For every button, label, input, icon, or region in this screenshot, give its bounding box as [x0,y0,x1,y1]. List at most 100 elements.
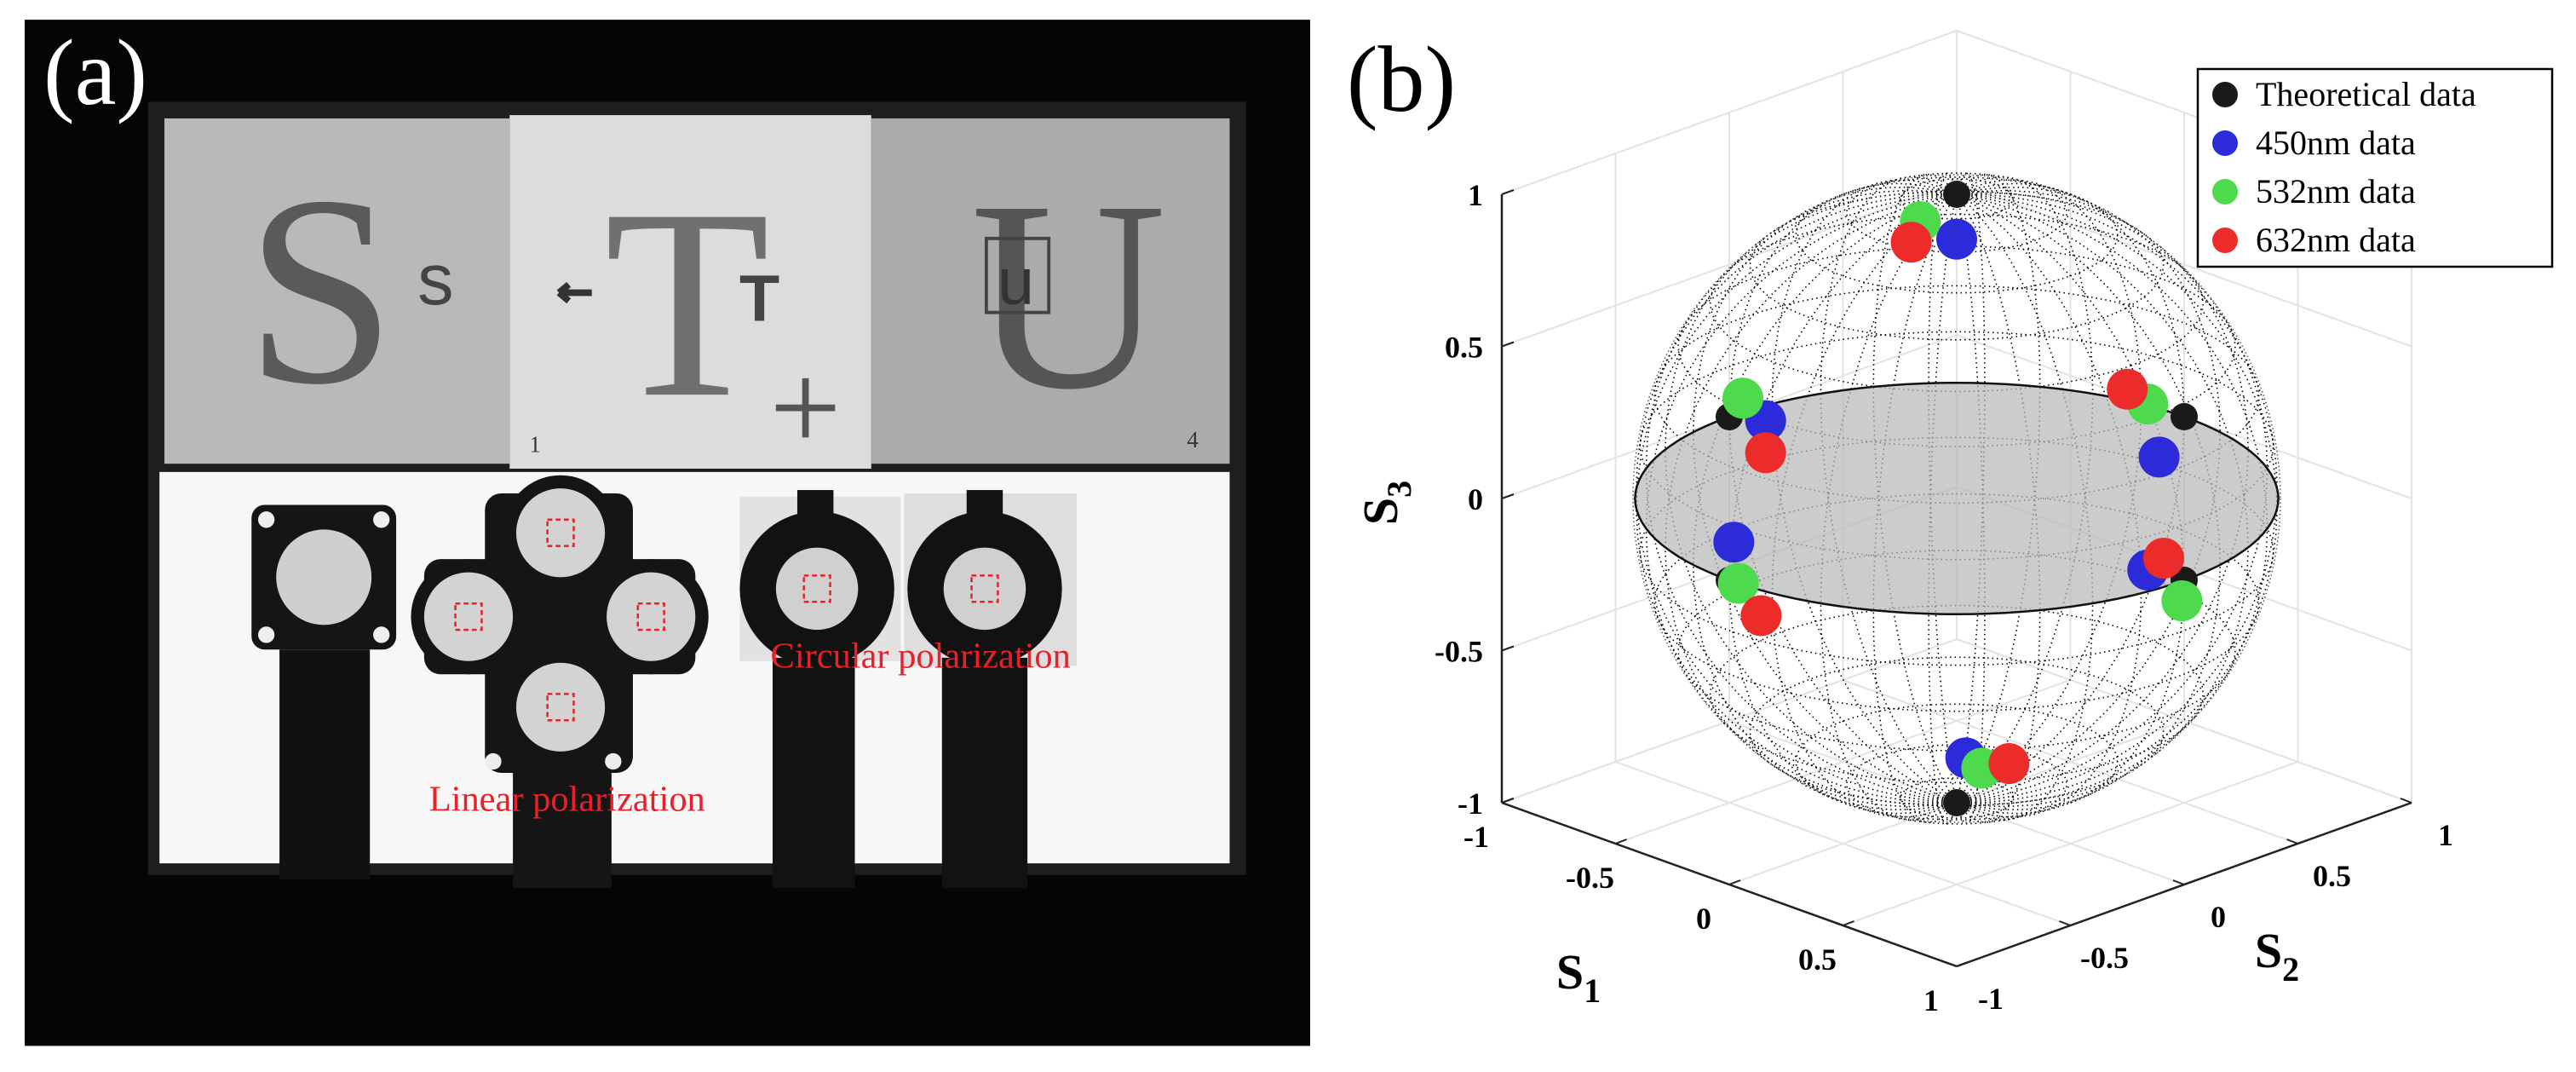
measured-point [1740,595,1782,637]
x-tick-label: 0.5 [1798,942,1837,977]
legend-marker [2212,179,2238,205]
z-axis-label-sub: 3 [1380,481,1418,498]
legend-marker [2212,130,2238,156]
photo-letter: T [604,153,770,453]
theoretical-point [1943,789,1970,816]
hole [257,626,275,643]
x-tick [1843,920,1854,926]
x-tick [1728,879,1741,885]
grid-line [1843,679,2298,844]
measured-point [1745,432,1786,474]
y-tick [1945,961,1958,967]
z-axis-label: S3 [1353,481,1418,525]
grid-line [1956,182,2412,348]
roi-square [970,574,999,603]
hole [373,626,390,643]
photo-panel: S T U s T u 1 4 [24,20,1311,1046]
arrow-sketch [556,281,592,304]
z-tick [1501,645,1515,652]
lens [276,529,372,625]
panel-label: (b) [1347,27,1456,131]
lens [775,547,859,631]
roi-square [546,518,575,547]
legend-label: 532nm data [2256,172,2416,210]
grid-line [1501,30,1958,195]
post [513,756,612,889]
roi-square [636,602,665,631]
photo-mark: 1 [529,432,541,458]
theoretical-point [1943,181,1970,208]
roi-square [546,693,575,722]
y-axis-label-base: S [2255,923,2282,978]
x-tick-label: 1 [1923,983,1939,1017]
photo-letter: S [245,140,396,441]
hole [485,752,502,770]
measured-point [1936,218,1977,260]
z-tick-label: 0 [1468,482,1483,516]
theoretical-point [2171,403,2198,430]
annotation: Linear polarization [429,779,705,819]
hole [257,511,275,528]
y-tick-label: -0.5 [2080,941,2129,975]
y-tick [2172,879,2185,885]
post [773,657,855,889]
arrow-sketch [775,378,836,438]
sphere-outline [1632,174,2281,823]
post [279,649,371,880]
legend-label: Theoretical data [2256,75,2476,113]
y-tick-label: 0.5 [2313,859,2351,893]
y-tick-label: 0 [2211,900,2226,934]
annotation: Circular polarization [771,636,1071,676]
z-tick-label: 1 [1468,178,1483,212]
y-tick [2286,839,2298,844]
legend-marker [2212,228,2238,253]
hole [373,511,390,528]
legend-label: 450nm data [2256,124,2416,162]
measured-point [2161,580,2203,622]
y-tick-label: -1 [1978,982,2004,1016]
x-axis-label: S1 [1556,944,1601,1010]
x-tick-label: -1 [1463,820,1489,854]
measured-point [1717,562,1759,604]
z-axis-label-base: S [1353,498,1408,525]
lens [515,662,606,752]
photo-small-letter: T [739,262,779,335]
legend-box [2196,67,2554,268]
z-tick-label: -0.5 [1435,635,1483,669]
panel-label: (a) [43,20,147,124]
grid-line [1956,638,2412,804]
measured-point [1890,222,1932,263]
lens [943,547,1026,631]
x-axis-label-base: S [1556,944,1584,1000]
lens [607,572,696,661]
measured-point [1713,522,1755,563]
photo-mark: 4 [1187,427,1199,452]
z-tick [1501,189,1515,195]
y-axis-label: S2 [2255,923,2299,988]
legend-marker [2212,82,2238,107]
z-tick [1501,341,1515,348]
photo-small-letter: s [417,239,453,320]
photo-small-letter: u [998,245,1034,319]
x-tick-label: -0.5 [1566,861,1614,895]
x-tick-label: 0 [1696,902,1711,936]
lens [423,572,514,661]
hole [605,752,622,770]
x-tick [1501,798,1514,804]
measured-point [2107,368,2148,410]
legend-label: 632nm data [2256,221,2416,259]
post [941,657,1028,889]
measured-point [2142,538,2184,579]
card [164,118,510,464]
y-tick [2400,798,2412,804]
grid-line [1501,182,1958,348]
grid-line [1615,761,2071,926]
z-tick-label: -1 [1458,787,1483,821]
y-tick-label: 1 [2438,818,2453,852]
measured-point [2138,436,2180,478]
y-axis-label-sub: 2 [2282,950,2299,988]
z-tick [1501,493,1515,499]
roi-square [802,574,831,603]
